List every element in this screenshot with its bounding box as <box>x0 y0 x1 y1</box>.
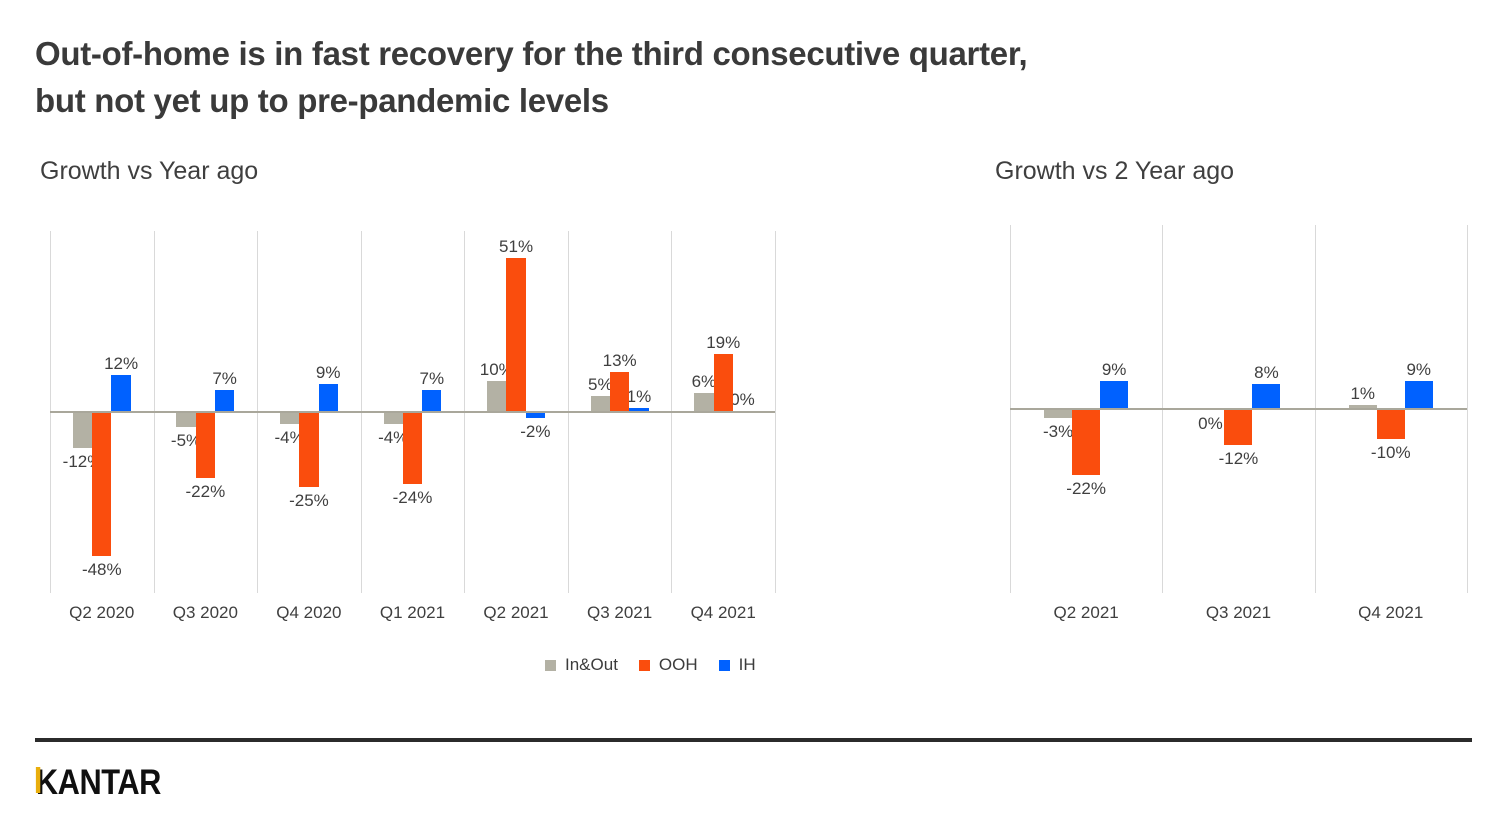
bar-ih-q3-2021 <box>629 408 649 411</box>
value-label: -4% <box>274 428 305 447</box>
value-label: -5% <box>170 431 202 450</box>
gridline <box>774 231 776 593</box>
bar-ih-q2-2021 <box>525 412 545 418</box>
x-axis-label: Q3 2021 <box>1205 603 1272 622</box>
bar-inout-q4-2020 <box>279 412 300 424</box>
value-label: 12% <box>104 354 139 373</box>
zero-axis-line <box>1010 408 1467 410</box>
page-title-line-1: Out-of-home is in fast recovery for the … <box>35 35 1028 72</box>
gridline <box>1466 225 1468 593</box>
x-axis-label: Q1 2021 <box>379 603 446 622</box>
value-label: 9% <box>1101 360 1127 379</box>
value-label: 5% <box>588 375 613 394</box>
bar-ooh-q3-2021 <box>609 372 630 411</box>
x-axis-label: Q4 2021 <box>1358 603 1424 622</box>
legend-item-inout: In&Out <box>545 655 618 675</box>
value-label: -48% <box>81 560 122 579</box>
x-axis-label: Q3 2020 <box>172 603 238 622</box>
legend-label-ih: IH <box>738 655 756 674</box>
bar-inout-q4-2021 <box>694 393 714 411</box>
value-label: 1% <box>1350 384 1376 403</box>
page-title: Out-of-home is in fast recovery for the … <box>35 30 1028 124</box>
value-label: 1% <box>626 387 652 406</box>
zero-axis-line <box>50 411 775 413</box>
legend-swatch-ooh-icon <box>638 659 650 671</box>
bar-ih-q4-2020 <box>318 384 338 411</box>
value-label: 0% <box>730 390 755 409</box>
bar-ih-q2-2020 <box>111 375 131 411</box>
right-chart-title: Growth vs 2 Year ago <box>995 157 1235 185</box>
bar-ooh-q2-2021 <box>506 258 526 411</box>
value-label: 6% <box>691 372 717 391</box>
bar-inout-q3-2021 <box>590 396 610 411</box>
legend-label-inout: In&Out <box>565 655 618 674</box>
bar-ooh-q2-2020 <box>92 412 112 556</box>
chart-growth-vs-2-year-ago: -3% -22% 9% Q2 2021 0% -12% 8% Q3 2021 1% -10% 9% Q… <box>1010 225 1468 622</box>
bar-ooh-q1-2021 <box>402 412 423 484</box>
value-label: -25% <box>289 491 329 510</box>
chart-growth-vs-year-ago: -12% -48% 12% Q2 2020 -5% -22% 7% Q3 2020 -4% -25… <box>50 231 776 622</box>
value-label: 51% <box>499 237 534 256</box>
value-label: 13% <box>602 351 637 370</box>
bar-ih-q4-2021 <box>1404 381 1433 408</box>
value-label: 8% <box>1254 363 1279 382</box>
bar-inout-q4-2021 <box>1348 405 1377 408</box>
bar-inout-q3-2020 <box>176 412 196 427</box>
x-axis-label: Q3 2021 <box>587 603 653 622</box>
value-label: 0% <box>1198 414 1223 433</box>
footer-divider <box>35 738 1472 742</box>
bar-ooh-q2-2021 <box>1072 409 1101 475</box>
bar-ih-q1-2021 <box>422 390 442 411</box>
value-label: 19% <box>706 333 741 352</box>
kantar-logo: KANTAR <box>35 763 162 802</box>
bar-inout-q1-2021 <box>383 412 403 424</box>
legend-swatch-inout-icon <box>545 659 556 671</box>
legend-item-ooh: OOH <box>638 655 698 675</box>
value-label: -24% <box>392 488 433 507</box>
bar-ih-q3-2020 <box>215 390 235 411</box>
bar-ooh-q4-2020 <box>299 412 319 487</box>
value-label: -22% <box>185 482 226 501</box>
left-chart-title: Growth vs Year ago <box>40 157 259 185</box>
value-label: 9% <box>1406 360 1432 379</box>
value-label: -22% <box>1066 479 1106 498</box>
x-axis-label: Q2 2021 <box>483 603 549 622</box>
x-axis-label: Q4 2020 <box>276 603 342 622</box>
value-label: -3% <box>1043 422 1074 441</box>
legend-swatch-ih-icon <box>718 659 730 671</box>
value-label: -4% <box>378 428 409 447</box>
page-title-line-2: but not yet up to pre-pandemic levels <box>35 82 609 119</box>
value-label: -2% <box>520 422 551 441</box>
bar-inout-q2-2020 <box>72 412 93 448</box>
bar-inout-q2-2021 <box>1044 409 1073 418</box>
x-axis-label: Q2 2021 <box>1053 603 1119 622</box>
value-label: -12% <box>1218 449 1259 468</box>
bar-ooh-q3-2021 <box>1224 409 1253 445</box>
legend-item-ih: IH <box>718 655 756 675</box>
bar-ooh-q4-2021 <box>1376 409 1405 439</box>
bar-ih-q2-2021 <box>1100 381 1129 408</box>
bar-inout-q2-2021 <box>487 381 507 411</box>
value-label: 9% <box>315 363 341 382</box>
value-label: 10% <box>479 360 514 379</box>
x-axis-label: Q4 2021 <box>690 603 756 622</box>
bar-ooh-q3-2020 <box>195 412 215 478</box>
value-label: -10% <box>1370 443 1411 462</box>
chart-legend: In&Out OOH IH <box>545 655 756 675</box>
bar-ih-q3-2021 <box>1252 384 1281 408</box>
value-label: 7% <box>419 369 445 388</box>
bar-ooh-q4-2021 <box>713 354 733 411</box>
legend-label-ooh: OOH <box>658 655 698 674</box>
value-label: 7% <box>212 369 237 388</box>
x-axis-label: Q2 2020 <box>69 603 135 622</box>
